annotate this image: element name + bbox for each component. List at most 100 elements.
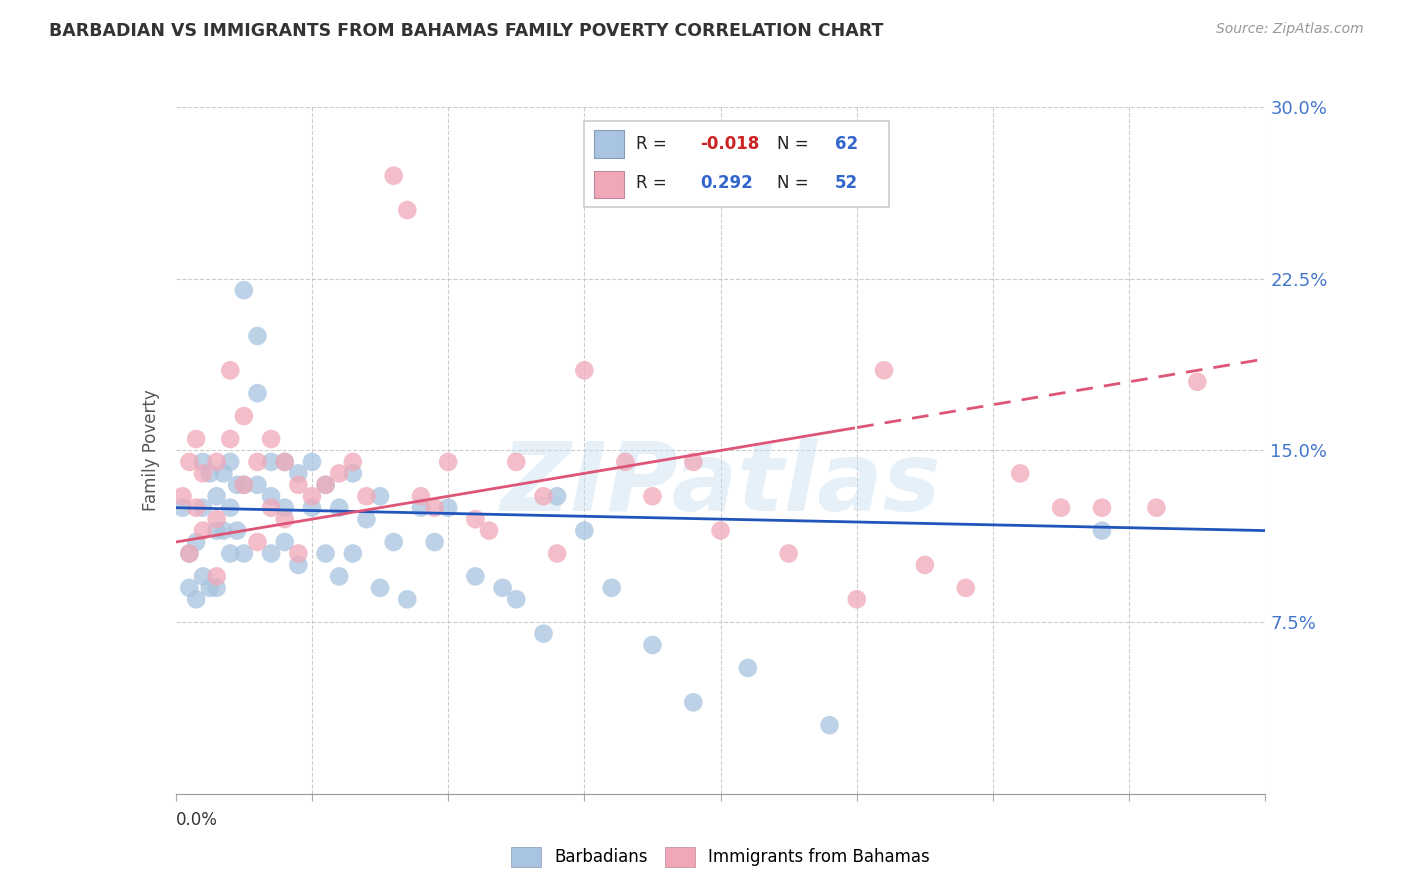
Point — [423, 535, 446, 549]
Point — [614, 455, 637, 469]
Point — [191, 569, 214, 583]
Point — [232, 283, 254, 297]
Point — [464, 512, 486, 526]
Point — [1010, 467, 1032, 481]
Point — [778, 546, 800, 561]
Point — [179, 455, 201, 469]
Point — [191, 467, 214, 481]
Point — [546, 546, 568, 561]
Text: BARBADIAN VS IMMIGRANTS FROM BAHAMAS FAMILY POVERTY CORRELATION CHART: BARBADIAN VS IMMIGRANTS FROM BAHAMAS FAM… — [49, 22, 883, 40]
Point — [574, 524, 596, 538]
Point — [396, 592, 419, 607]
Point — [396, 203, 419, 218]
Point — [818, 718, 841, 732]
Point — [492, 581, 515, 595]
Point — [533, 489, 555, 503]
Point — [641, 638, 664, 652]
Point — [505, 455, 527, 469]
Point — [205, 581, 228, 595]
Y-axis label: Family Poverty: Family Poverty — [142, 390, 160, 511]
Point — [186, 535, 208, 549]
Point — [437, 500, 460, 515]
Point — [356, 489, 378, 503]
Point — [914, 558, 936, 572]
Point — [205, 455, 228, 469]
Point — [232, 546, 254, 561]
Point — [600, 581, 623, 595]
Text: Source: ZipAtlas.com: Source: ZipAtlas.com — [1216, 22, 1364, 37]
Point — [315, 478, 337, 492]
Point — [315, 478, 337, 492]
Point — [198, 581, 221, 595]
Point — [423, 500, 446, 515]
Point — [287, 558, 309, 572]
Point — [246, 455, 269, 469]
Point — [232, 478, 254, 492]
Point — [342, 455, 364, 469]
Point — [1091, 500, 1114, 515]
Point — [873, 363, 896, 377]
Point — [260, 500, 283, 515]
Point — [274, 455, 297, 469]
Point — [172, 489, 194, 503]
Point — [845, 592, 868, 607]
Point — [301, 455, 323, 469]
Point — [287, 546, 309, 561]
Point — [328, 569, 350, 583]
Point — [172, 500, 194, 515]
Point — [682, 455, 704, 469]
Point — [382, 535, 405, 549]
Point — [226, 478, 249, 492]
Point — [246, 329, 269, 343]
Point — [274, 512, 297, 526]
Point — [198, 467, 221, 481]
Point — [409, 500, 432, 515]
Point — [246, 478, 269, 492]
Point — [641, 489, 664, 503]
Point — [219, 363, 242, 377]
Point — [205, 569, 228, 583]
Text: 0.0%: 0.0% — [176, 811, 218, 829]
Point — [186, 500, 208, 515]
Point — [219, 546, 242, 561]
Point — [232, 478, 254, 492]
Point — [186, 592, 208, 607]
Point — [260, 432, 283, 446]
Point — [274, 500, 297, 515]
Point — [737, 661, 759, 675]
Point — [356, 512, 378, 526]
Point — [205, 489, 228, 503]
Point — [1144, 500, 1167, 515]
Point — [219, 500, 242, 515]
Point — [437, 455, 460, 469]
Point — [246, 386, 269, 401]
Point — [955, 581, 977, 595]
Point — [274, 535, 297, 549]
Point — [226, 524, 249, 538]
Point — [546, 489, 568, 503]
Point — [478, 524, 501, 538]
Point — [301, 500, 323, 515]
Point — [232, 409, 254, 424]
Point — [191, 524, 214, 538]
Point — [191, 500, 214, 515]
Point — [1050, 500, 1073, 515]
Point — [260, 489, 283, 503]
Point — [382, 169, 405, 183]
Point — [409, 489, 432, 503]
Point — [328, 467, 350, 481]
Point — [315, 546, 337, 561]
Point — [328, 500, 350, 515]
Point — [260, 455, 283, 469]
Point — [246, 535, 269, 549]
Point — [464, 569, 486, 583]
Point — [1091, 524, 1114, 538]
Point — [179, 581, 201, 595]
Point — [574, 363, 596, 377]
Point — [533, 626, 555, 640]
Point — [205, 512, 228, 526]
Point — [219, 432, 242, 446]
Point — [287, 467, 309, 481]
Point — [219, 455, 242, 469]
Point — [179, 546, 201, 561]
